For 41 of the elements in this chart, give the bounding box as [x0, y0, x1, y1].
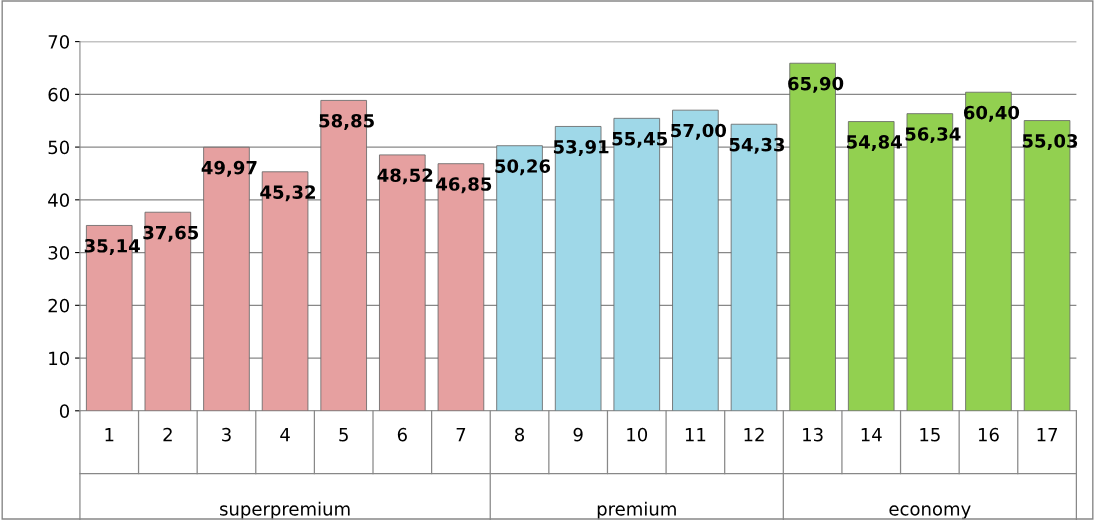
y-tick-label: 60: [48, 87, 70, 102]
x-tick-label: 10: [627, 427, 648, 442]
data-label: 54,33: [729, 137, 785, 154]
x-tick-label: 3: [222, 427, 231, 442]
text: superpremium: [220, 501, 350, 520]
x-tick-label: 11: [685, 428, 706, 442]
y-tick-label: 10: [49, 351, 70, 366]
text: economy: [889, 505, 971, 520]
y-tick-label: 40: [48, 193, 70, 207]
y-tick-label: 70: [48, 35, 70, 49]
data-label: 58,85: [319, 113, 374, 130]
x-tick-label: 6: [397, 427, 407, 442]
x-tick-label: 13: [803, 427, 823, 442]
x-tick-label: 16: [978, 427, 999, 442]
data-label: 53,91: [553, 139, 609, 156]
y-tick-label: 0: [59, 404, 70, 418]
data-label: 55,45: [612, 132, 667, 148]
data-label: 57,00: [671, 123, 727, 140]
x-tick-label: 8: [515, 427, 525, 442]
text: premium: [597, 501, 676, 520]
x-tick-label: 12: [744, 427, 764, 442]
x-tick-label: 2: [163, 427, 172, 442]
y-tick-label: 50: [48, 140, 70, 155]
data-label: 49,97: [201, 160, 257, 177]
x-tick-label: 7: [456, 428, 466, 442]
x-tick-label: 17: [1037, 428, 1058, 442]
x-tick-label: 9: [573, 427, 583, 442]
y-tick-label: 20: [48, 298, 70, 313]
data-label: 48,52: [377, 168, 433, 185]
data-label: 45,32: [260, 185, 315, 202]
x-tick-label: 14: [861, 428, 882, 442]
x-tick-label: 5: [339, 428, 348, 442]
data-label: 54,84: [847, 135, 902, 152]
y-tick-label: 30: [48, 246, 70, 260]
x-tick-label: 15: [920, 428, 940, 442]
x-tick-label: 4: [280, 428, 290, 442]
data-label: 50,26: [495, 159, 551, 176]
data-label: 46,85: [436, 177, 492, 194]
data-label: 35,14: [84, 238, 140, 255]
x-tick-label: 1: [105, 428, 114, 442]
data-label: 37,65: [143, 225, 199, 242]
